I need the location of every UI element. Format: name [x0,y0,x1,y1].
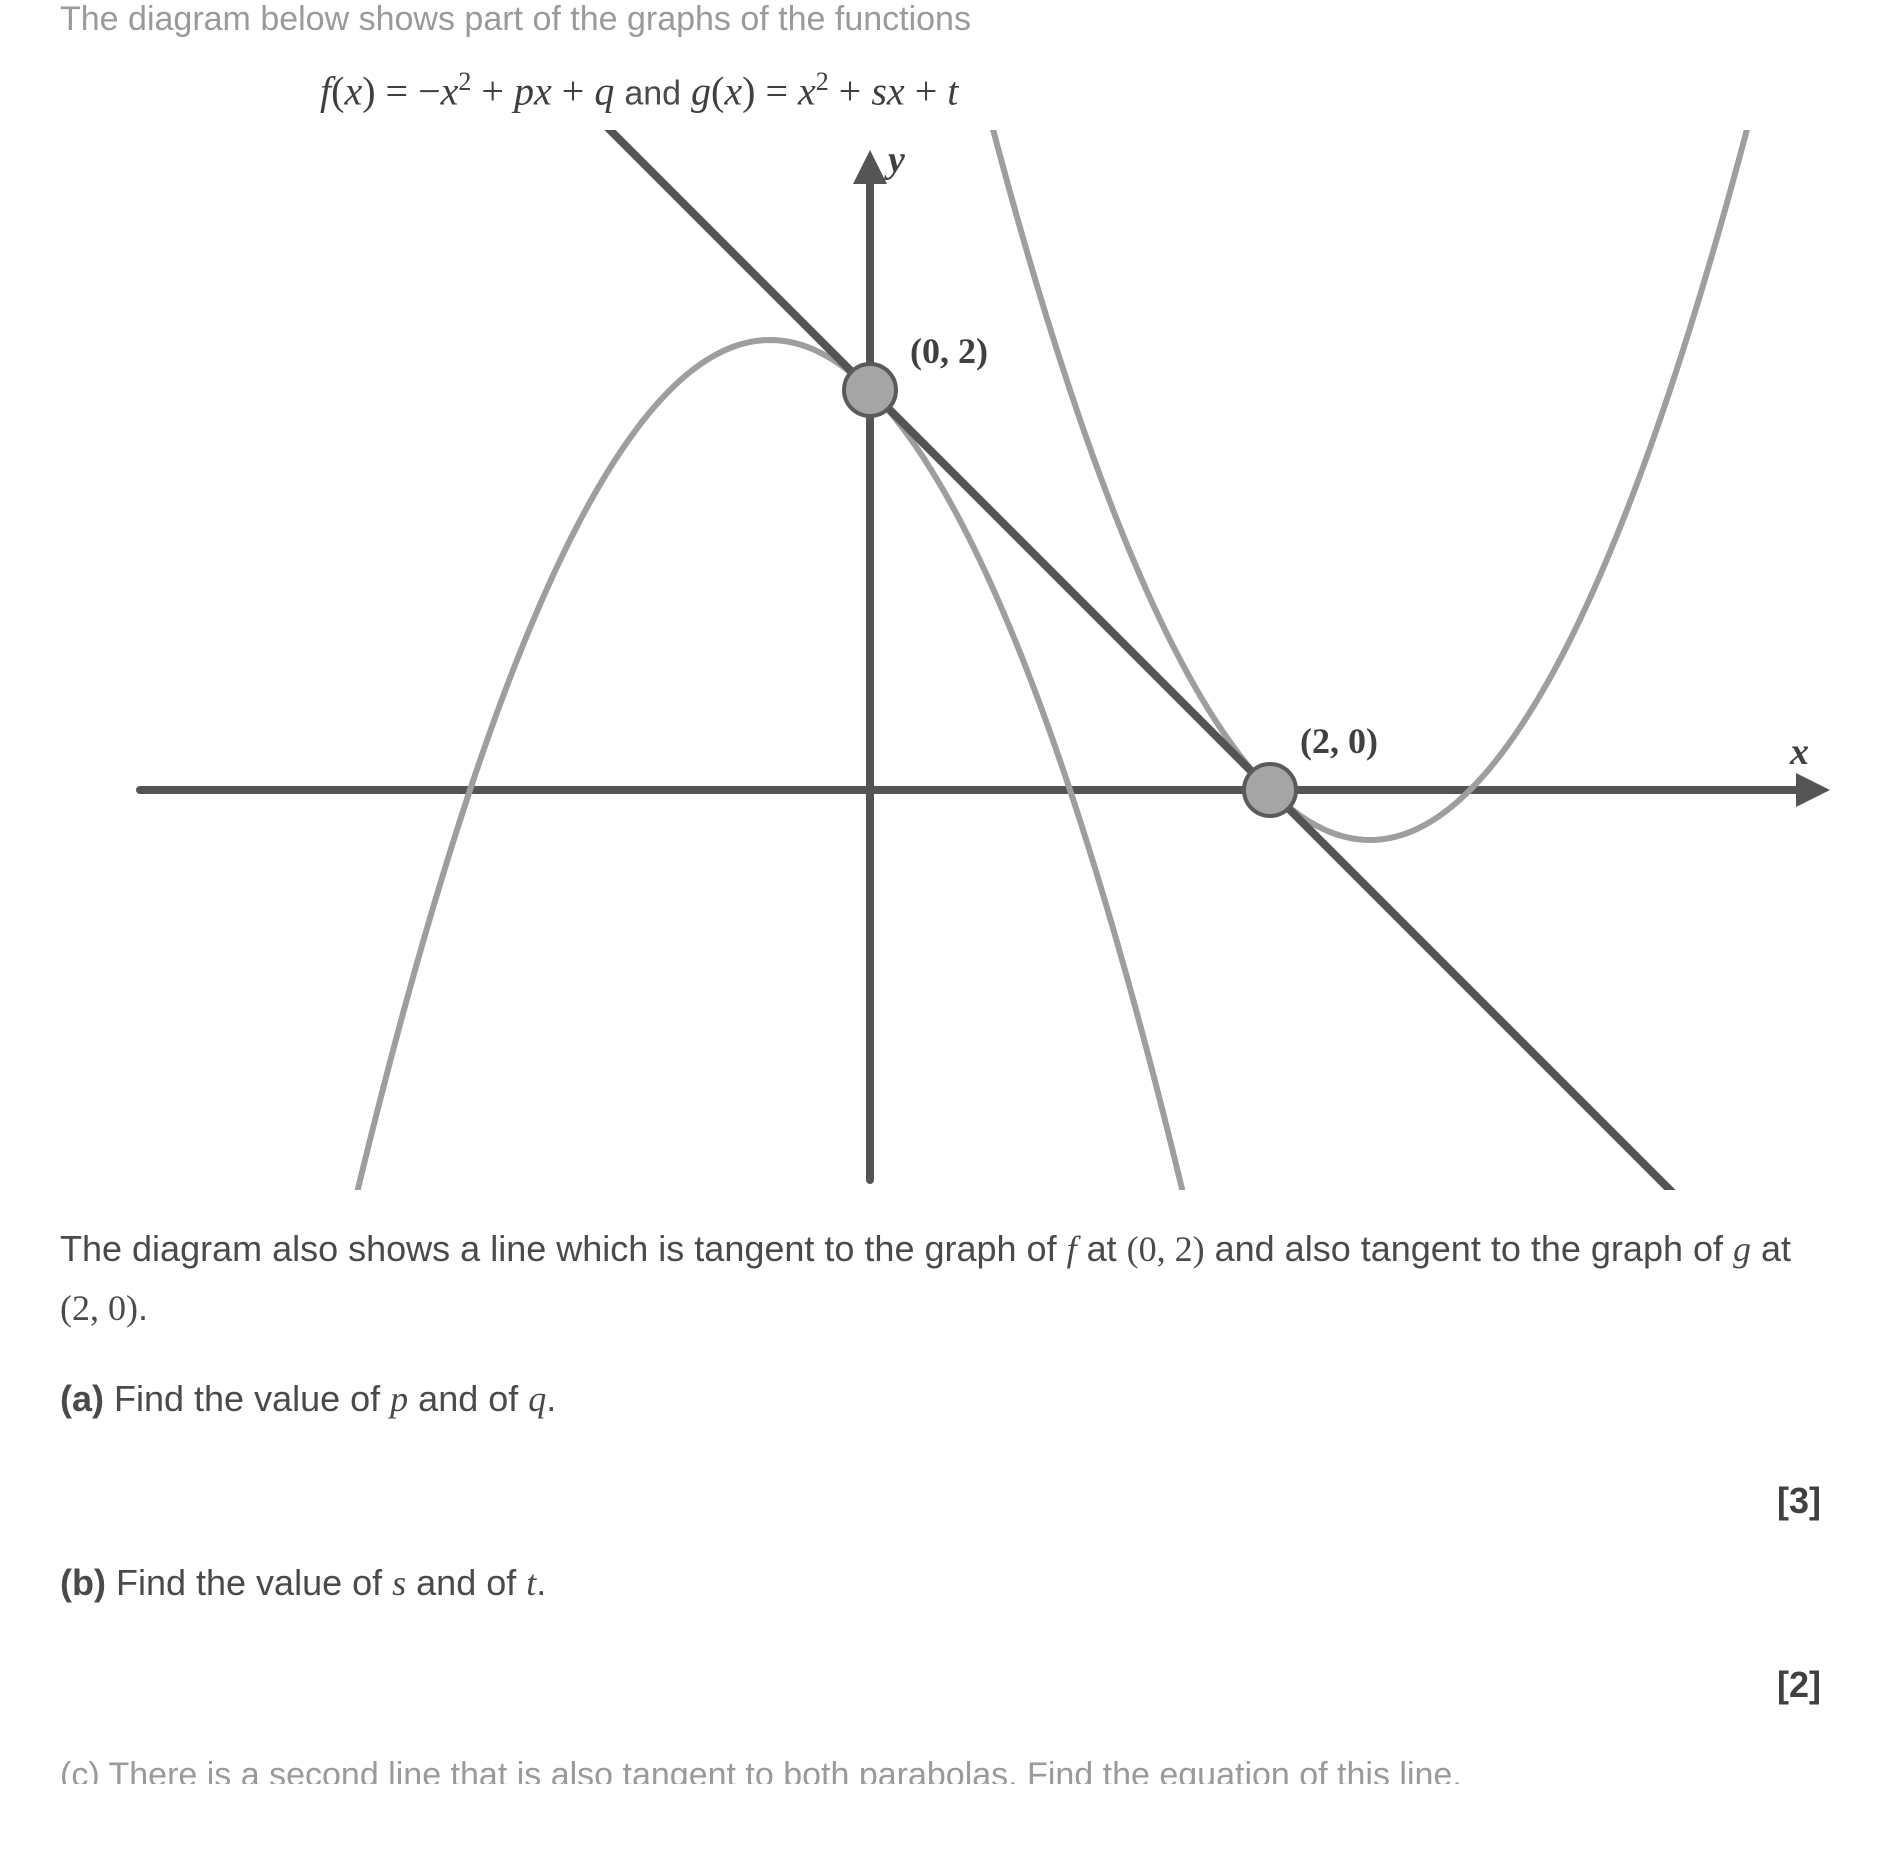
curve-f [344,340,1196,1190]
part-a: (a) Find the value of p and of q. [60,1378,1831,1420]
axis-label-y: y [888,138,905,182]
function-equations: f(x) = −x2 + px + q and g(x) = x2 + sx +… [320,67,1831,114]
cutoff-text: (c) There is a second line that is also … [60,1756,1831,1784]
intro-text: The diagram below shows part of the grap… [60,0,1831,39]
part-b-marks: [2] [60,1664,1821,1706]
tangent-line [330,130,1860,1190]
graph-svg [100,130,1860,1190]
tangent-description: The diagram also shows a line which is t… [60,1220,1820,1337]
part-b: (b) Find the value of s and of t. [60,1562,1831,1604]
point-label-a: (0, 2) [910,330,988,372]
part-a-marks: [3] [60,1480,1821,1522]
graph-diagram: y x (0, 2) (2, 0) [100,130,1860,1190]
point-label-b: (2, 0) [1300,720,1378,762]
axis-label-x: x [1790,730,1809,774]
